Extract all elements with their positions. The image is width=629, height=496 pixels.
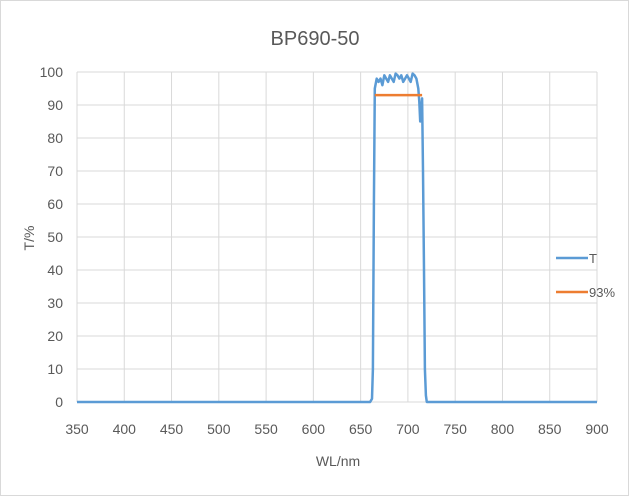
y-tick-label: 0 <box>55 394 63 410</box>
y-axis-label: T/% <box>21 226 37 251</box>
x-axis-label: WL/nm <box>316 453 360 469</box>
x-tick-label: 500 <box>207 421 231 437</box>
x-tick-label: 400 <box>113 421 137 437</box>
legend-label-t: T <box>589 251 597 266</box>
y-tick-label: 20 <box>47 328 63 344</box>
x-tick-label: 650 <box>349 421 373 437</box>
y-tick-label: 70 <box>47 163 63 179</box>
series-line-t <box>77 72 597 404</box>
x-tick-label: 450 <box>160 421 184 437</box>
y-tick-label: 50 <box>47 229 63 245</box>
legend-label-93: 93% <box>589 285 615 300</box>
y-tick-labels: 0 10 20 30 40 50 60 70 80 90 100 <box>40 64 64 410</box>
x-tick-label: 800 <box>491 421 515 437</box>
chart-title: BP690-50 <box>271 28 360 50</box>
legend: T 93% <box>556 251 615 300</box>
y-tick-label: 60 <box>47 196 63 212</box>
y-tick-label: 80 <box>47 130 63 146</box>
y-tick-label: 40 <box>47 262 63 278</box>
y-tick-label: 10 <box>47 361 63 377</box>
y-tick-label: 30 <box>47 295 63 311</box>
x-tick-label: 550 <box>254 421 278 437</box>
x-tick-label: 350 <box>65 421 89 437</box>
x-tick-label: 850 <box>538 421 562 437</box>
series-layer <box>77 72 597 404</box>
x-tick-label: 600 <box>302 421 326 437</box>
x-tick-labels: 350 400 450 500 550 600 650 700 750 800 850 900 <box>65 421 609 437</box>
y-tick-label: 100 <box>40 64 64 80</box>
y-tick-label: 90 <box>47 97 63 113</box>
x-tick-label: 750 <box>444 421 468 437</box>
x-tick-label: 900 <box>585 421 609 437</box>
grid <box>76 71 598 403</box>
x-tick-label: 700 <box>396 421 420 437</box>
